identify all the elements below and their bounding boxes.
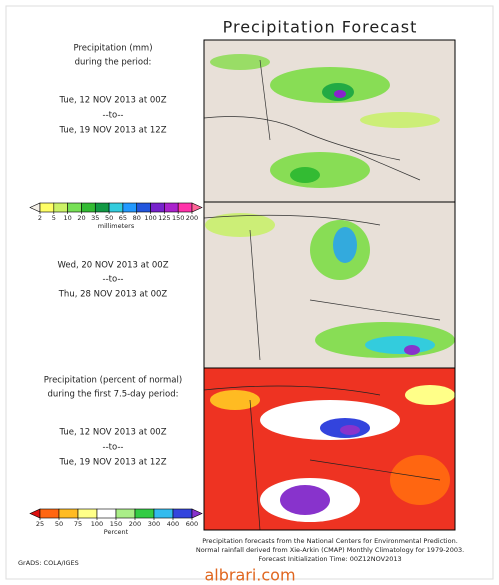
color-box: [39, 202, 55, 213]
panel-text: during the period:: [75, 58, 152, 68]
title: Precipitation Forecast: [223, 18, 418, 37]
tick-label: 400: [167, 520, 179, 528]
panel-text: --to--: [103, 443, 124, 453]
colorbar-label: millimeters: [98, 222, 135, 230]
watermark: albrari.com: [204, 566, 295, 585]
colorbar-arrow: [191, 508, 203, 519]
panel-text: --to--: [103, 111, 124, 121]
tick-label: 80: [133, 214, 141, 222]
tick-label: 75: [74, 520, 82, 528]
tick-label: 125: [158, 214, 170, 222]
color-box: [67, 202, 82, 213]
tick-label: 50: [105, 214, 113, 222]
footer-text: Forecast Initialization Time: 00Z12NOV20…: [258, 555, 401, 563]
tick-label: 50: [55, 520, 63, 528]
tick-label: 65: [119, 214, 127, 222]
color-box: [115, 508, 136, 519]
panel-text: during the first 7.5-day period:: [48, 390, 179, 400]
colorbar-label: Percent: [104, 528, 129, 536]
panel-text: Precipitation (mm): [73, 44, 152, 54]
color-box: [39, 508, 60, 519]
panel-text: Tue, 19 NOV 2013 at 12Z: [58, 458, 166, 468]
tick-label: 100: [144, 214, 156, 222]
tick-label: 150: [172, 214, 184, 222]
tick-label: 25: [36, 520, 44, 528]
color-box: [177, 202, 193, 213]
panel-text: --to--: [103, 275, 124, 285]
tick-label: 2: [38, 214, 42, 222]
tick-label: 600: [186, 520, 198, 528]
map-1: [203, 39, 456, 203]
map-2: [203, 201, 456, 369]
color-box: [108, 202, 124, 213]
tick-label: 100: [91, 520, 103, 528]
color-box: [136, 202, 151, 213]
color-box: [150, 202, 165, 213]
color-box: [96, 508, 117, 519]
tick-label: 200: [186, 214, 198, 222]
tick-label: 20: [77, 214, 85, 222]
panel-text: Precipitation (percent of normal): [44, 376, 182, 386]
tick-label: 10: [63, 214, 71, 222]
color-box: [58, 508, 79, 519]
footer-text: Precipitation forecasts from the Nationa…: [202, 537, 458, 545]
panel-text: Wed, 20 NOV 2013 at 00Z: [57, 261, 168, 271]
tick-label: 5: [52, 214, 56, 222]
color-box: [53, 202, 68, 213]
panel-text: Tue, 19 NOV 2013 at 12Z: [58, 126, 166, 136]
panel-text: Thu, 28 NOV 2013 at 00Z: [58, 290, 168, 300]
footer-text: Normal rainfall derived from Xie-Arkin (…: [196, 546, 464, 554]
panel-text: Tue, 12 NOV 2013 at 00Z: [58, 96, 166, 106]
credit: GrADS: COLA/IGES: [18, 559, 79, 567]
color-box: [134, 508, 155, 519]
color-box: [81, 202, 96, 213]
color-box: [172, 508, 193, 519]
map-3: [203, 367, 456, 531]
color-box: [164, 202, 179, 213]
color-box: [94, 202, 110, 213]
tick-label: 35: [91, 214, 99, 222]
panel-text: Tue, 12 NOV 2013 at 00Z: [58, 428, 166, 438]
color-box: [77, 508, 98, 519]
color-box: [122, 202, 138, 213]
tick-label: 300: [148, 520, 160, 528]
tick-label: 200: [129, 520, 141, 528]
tick-label: 150: [110, 520, 122, 528]
frame: [5, 5, 494, 580]
colorbar-arrow: [191, 202, 203, 213]
color-box: [153, 508, 174, 519]
